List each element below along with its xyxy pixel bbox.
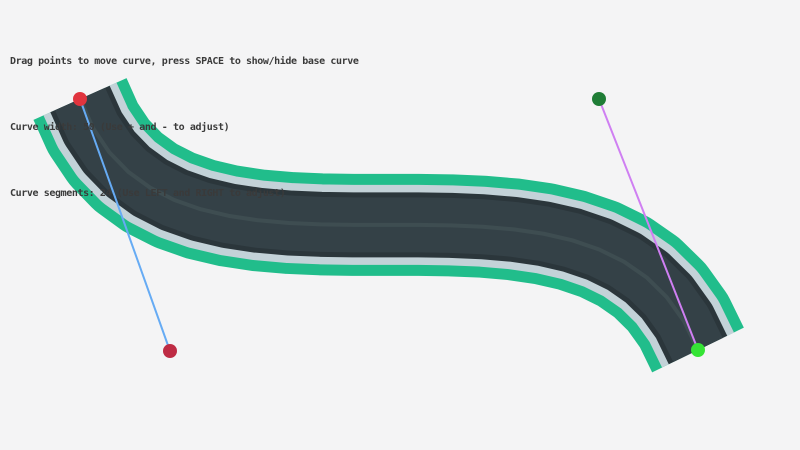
instructions-panel: Drag points to move curve, press SPACE t… [10,7,359,249]
control-point-end-anchor[interactable] [691,343,705,357]
control-point-control-1[interactable] [163,344,177,358]
instruction-curve-segments: Curve segments: 24 (Use LEFT and RIGHT t… [10,188,286,199]
instruction-curve-width: Curve width: 50 (Use + and - to adjust) [10,122,230,133]
instruction-drag-points: Drag points to move curve, press SPACE t… [10,56,359,67]
control-point-control-2[interactable] [592,92,606,106]
control-point-start-anchor[interactable] [73,92,87,106]
road-center-line [78,98,700,351]
handle-line-start [79,98,171,352]
handle-line-end [598,98,699,351]
